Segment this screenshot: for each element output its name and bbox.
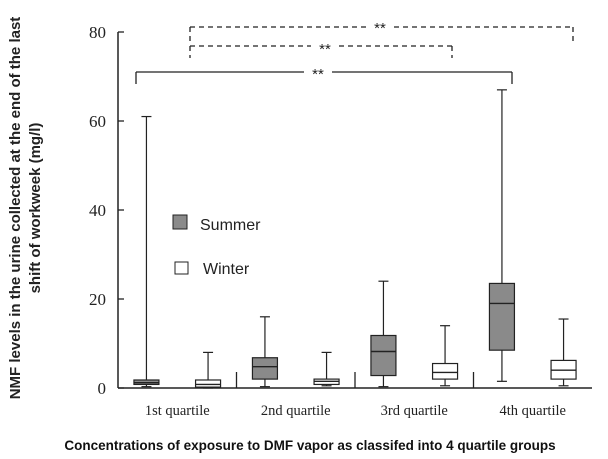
significance-label: ** — [374, 20, 386, 37]
box-summer-4 — [488, 89, 516, 382]
significance-label: ** — [319, 41, 331, 58]
box-series — [133, 89, 577, 389]
category-label: 3rd quartile — [381, 403, 448, 419]
box-summer-2 — [251, 316, 279, 388]
box-iqr — [488, 282, 516, 351]
y-axis-label-line1: NMF levels in the urine collected at the… — [7, 17, 24, 400]
x-axis-label: Concentrations of exposure to DMF vapor … — [64, 438, 555, 453]
legend-label-summer: Summer — [200, 217, 261, 234]
category-label: 1st quartile — [145, 403, 210, 419]
box-iqr — [194, 379, 222, 388]
axes: 0 20 40 60 80 1st quartile 2nd quartile 3rd qua… — [89, 23, 592, 419]
box-summer-3 — [370, 280, 397, 388]
y-tick-label: 60 — [89, 112, 106, 131]
significance-label: ** — [312, 66, 324, 83]
category-label: 2nd quartile — [261, 403, 331, 419]
y-tick-label: 20 — [89, 290, 106, 309]
y-tick-label: 40 — [89, 201, 106, 220]
legend-swatch-winter — [174, 261, 189, 275]
y-axis-label-line2: shift of workweek (mg/l) — [27, 123, 44, 294]
y-tick-label: 0 — [98, 379, 107, 398]
box-winter-3 — [431, 325, 459, 387]
legend: Summer Winter — [172, 214, 261, 278]
box-iqr — [431, 362, 459, 380]
box-winter-4 — [550, 318, 577, 387]
y-tick-label: 80 — [89, 23, 106, 42]
box-winter-2 — [313, 351, 340, 387]
box-winter-1 — [194, 351, 222, 389]
category-label: 4th quartile — [500, 403, 566, 419]
legend-swatch-summer — [172, 214, 188, 230]
box-iqr — [251, 357, 279, 380]
box-summer-1 — [133, 115, 160, 388]
box-iqr — [370, 334, 397, 377]
significance-brackets: ** ** ** — [135, 20, 574, 84]
legend-label-winter: Winter — [203, 261, 250, 278]
